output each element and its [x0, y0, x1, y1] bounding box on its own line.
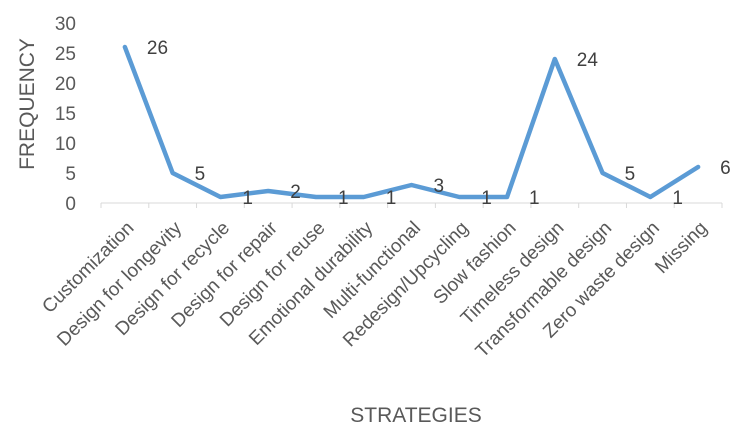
y-axis-ticks: 0 5 10 15 20 25 30	[55, 14, 76, 215]
y-tick-label: 5	[65, 164, 76, 185]
data-labels: 26 5 1 2 1 1 3 1 1 24 5 1 6	[147, 38, 731, 209]
y-tick-label: 20	[55, 74, 76, 95]
data-label: 1	[481, 188, 492, 209]
data-label: 1	[338, 188, 349, 209]
x-category-label: Missing	[651, 218, 711, 278]
data-label: 1	[386, 188, 397, 209]
data-label: 5	[625, 164, 636, 185]
data-label: 3	[434, 176, 445, 197]
x-axis-title: STRATEGIES	[350, 404, 481, 427]
y-tick-label: 25	[55, 44, 76, 65]
y-tick-label: 10	[55, 134, 76, 155]
data-label: 1	[242, 188, 253, 209]
series-line	[122, 44, 701, 200]
y-tick-label: 30	[55, 14, 76, 35]
data-label: 24	[577, 50, 599, 71]
y-axis-title: FREQUENCY	[16, 38, 39, 170]
y-tick-label: 15	[55, 104, 76, 125]
data-label: 1	[529, 188, 540, 209]
y-tick-label: 0	[65, 194, 76, 215]
data-label: 1	[672, 188, 683, 209]
data-label: 26	[147, 38, 168, 59]
x-axis-ticks	[100, 203, 723, 208]
data-label: 6	[720, 158, 731, 179]
data-label: 5	[195, 164, 206, 185]
data-label: 2	[290, 182, 301, 203]
